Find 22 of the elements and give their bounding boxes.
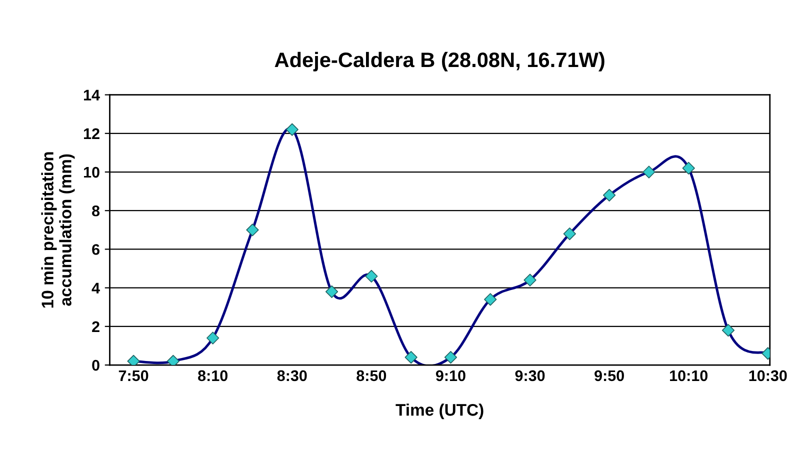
y-tick-label: 12 xyxy=(84,128,100,139)
y-axis-title: 10 min precipitation accumulation (mm) xyxy=(41,152,75,308)
x-tick-label: 10:10 xyxy=(670,370,708,382)
chart-title: Adeje-Caldera B (28.08N, 16.71W) xyxy=(274,52,604,72)
x-axis-title: Time (UTC) xyxy=(396,404,484,420)
x-tick-label: 8:30 xyxy=(277,370,307,382)
x-tick-label: 8:10 xyxy=(198,370,228,382)
point xyxy=(166,354,180,366)
x-tick-label: 9:30 xyxy=(515,370,545,382)
point xyxy=(127,354,140,366)
y-tick-label: 6 xyxy=(92,244,100,255)
x-tick-label: 8:50 xyxy=(356,370,386,382)
x-tick-label: 9:50 xyxy=(594,370,624,382)
y-tick-label: 0 xyxy=(92,360,100,371)
x-tick-label: 10:30 xyxy=(749,370,787,382)
y-tick-label: 4 xyxy=(92,282,100,294)
x-tick-label: 7:50 xyxy=(118,370,148,382)
x-tick-label: 9:10 xyxy=(436,370,466,382)
y-tick-label: 8 xyxy=(92,205,100,216)
y-tick-label: 10 xyxy=(84,166,100,178)
y-tick-label: 14 xyxy=(84,90,100,100)
y-tick-label: 2 xyxy=(92,321,100,332)
